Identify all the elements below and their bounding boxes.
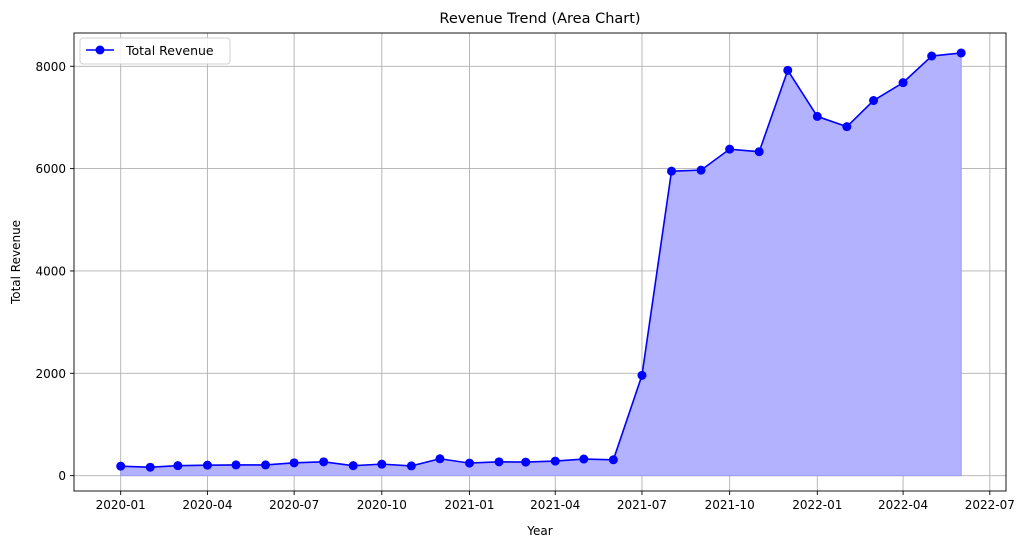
y-tick-label: 0 [58, 469, 66, 483]
x-axis-label: Year [526, 524, 552, 538]
legend-box [79, 37, 231, 65]
data-point [494, 457, 504, 467]
area-fill-layer [120, 52, 962, 477]
data-point [289, 458, 299, 468]
x-tick-label: 2020-04 [182, 498, 232, 512]
data-point [812, 111, 822, 121]
data-point [550, 456, 560, 466]
data-point [116, 461, 126, 471]
data-point [927, 51, 937, 61]
x-tick-label: 2022-04 [878, 498, 928, 512]
area-fill [120, 52, 962, 477]
x-tick-label: 2020-07 [269, 498, 319, 512]
data-point [348, 461, 358, 471]
data-point [145, 462, 155, 472]
y-tick-label: 2000 [35, 367, 66, 381]
data-point [319, 457, 329, 467]
data-point [579, 454, 589, 464]
x-tick-label: 2021-07 [617, 498, 667, 512]
data-point [869, 96, 879, 106]
x-tick-label: 2022-01 [792, 498, 842, 512]
x-tick-label: 2021-04 [530, 498, 580, 512]
y-tick-label: 8000 [35, 60, 66, 74]
y-axis-ticks: 0 2000 4000 6000 8000 [35, 60, 74, 483]
data-point [783, 65, 793, 75]
y-tick-label: 6000 [35, 162, 66, 176]
plot-frame [73, 32, 1007, 492]
data-point [202, 460, 212, 470]
x-tick-label: 2021-01 [444, 498, 494, 512]
data-point [608, 455, 618, 465]
data-point [435, 454, 445, 464]
data-point [173, 461, 183, 471]
x-axis-ticks: 2020-01 2020-04 2020-07 2020-10 2021-01 2021-… [96, 491, 1015, 512]
data-point [464, 458, 474, 468]
data-point [667, 166, 677, 176]
y-axis-label: Total Revenue [9, 220, 23, 305]
series-line-layer [120, 52, 962, 469]
data-point [754, 147, 764, 157]
legend: Total Revenue [79, 37, 231, 65]
data-point [842, 122, 852, 132]
data-point [637, 370, 647, 380]
data-point [725, 144, 735, 154]
series-line [120, 52, 962, 469]
data-point [377, 459, 387, 469]
x-tick-label: 2020-01 [96, 498, 146, 512]
x-tick-label: 2022-07 [965, 498, 1015, 512]
x-tick-label: 2021-10 [705, 498, 755, 512]
data-point [406, 461, 416, 471]
data-point [696, 165, 706, 175]
data-points-layer [116, 48, 966, 472]
x-tick-label: 2020-10 [357, 498, 407, 512]
data-point [261, 460, 271, 470]
data-point [231, 460, 241, 470]
data-point [521, 457, 531, 467]
legend-marker-swatch [95, 45, 105, 55]
legend-entry-label: Total Revenue [125, 43, 214, 58]
chart-title: Revenue Trend (Area Chart) [439, 11, 640, 27]
y-tick-label: 4000 [35, 264, 66, 278]
data-point [898, 78, 908, 88]
data-point [956, 48, 966, 58]
